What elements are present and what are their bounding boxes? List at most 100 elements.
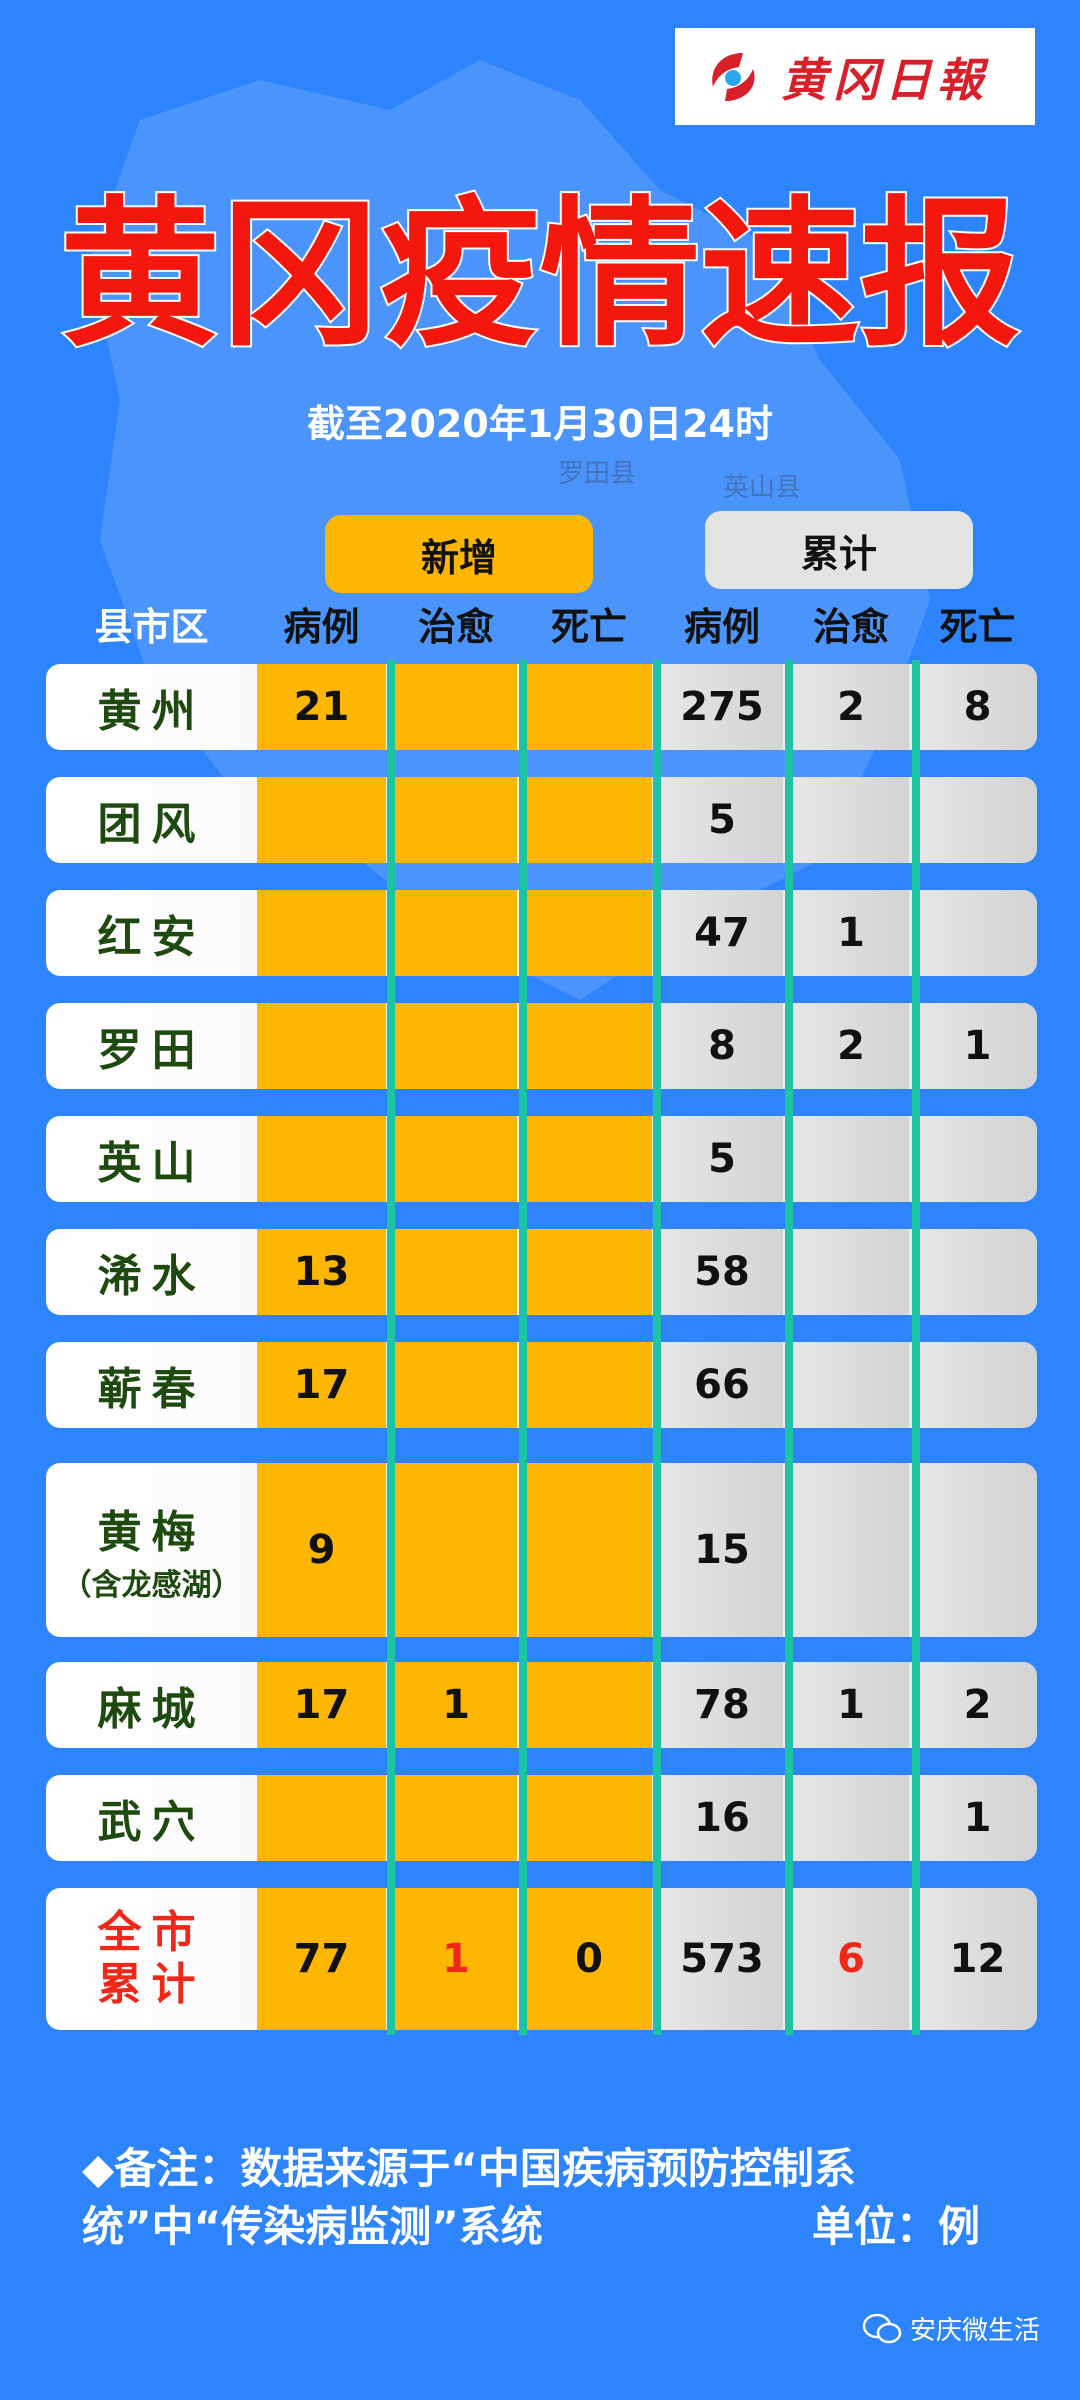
- district-name: 蕲春: [46, 1342, 257, 1428]
- logo-text: 黄冈日報: [781, 52, 989, 107]
- cell-new-cases: 9: [257, 1463, 386, 1637]
- cell-deaths: [918, 1342, 1037, 1428]
- column-header: 死亡: [939, 605, 1016, 649]
- cell-cured: 1: [793, 1662, 909, 1748]
- cell-cured: [793, 1342, 909, 1428]
- district-name: 黄州: [46, 664, 257, 750]
- cell-new-cured: [395, 890, 517, 976]
- table-row: 罗田 8 2 1: [46, 1003, 1037, 1089]
- column-divider: [519, 660, 527, 2035]
- cell-cases: 573: [661, 1888, 783, 2030]
- district-name: 麻城: [46, 1662, 257, 1748]
- cell-new-cases: 21: [257, 664, 386, 750]
- unit-label: 单位：例: [811, 2202, 980, 2251]
- district-name-main: 黄州: [97, 686, 206, 737]
- district-name: 全市 累计: [46, 1888, 257, 2030]
- logo-swirl-icon: [712, 52, 755, 101]
- wechat-icon: [862, 2313, 902, 2343]
- cell-new-deaths: [526, 890, 652, 976]
- cell-new-cases: [257, 1775, 386, 1861]
- map-label-luotian: 罗田县: [558, 459, 637, 489]
- cell-deaths: 2: [918, 1662, 1037, 1748]
- cell-cured: 2: [793, 664, 909, 750]
- district-name: 罗田: [46, 1003, 257, 1089]
- column-header: 病例: [683, 605, 760, 649]
- cell-new-cured: [395, 1229, 517, 1315]
- cell-new-cured: 1: [395, 1888, 517, 2030]
- map-label-yingshan: 英山县: [723, 473, 802, 503]
- total-row: 全市 累计 77 1 0 573 6 12: [46, 1888, 1037, 2030]
- cell-new-cases: [257, 1003, 386, 1089]
- footnote: ◆备注：数据来源于“中国疾病预防控制系统”中“传染病监测”系统 单位：例: [82, 2140, 1012, 2256]
- cell-cases: 275: [661, 664, 783, 750]
- district-name-main: 罗田: [97, 1025, 206, 1076]
- column-divider: [912, 660, 920, 2035]
- cell-cases: 58: [661, 1229, 783, 1315]
- district-name-main: 全市: [97, 1907, 206, 1958]
- district-name: 团风: [46, 777, 257, 863]
- column-divider: [387, 660, 395, 2035]
- district-name-main: 英山: [97, 1138, 206, 1189]
- district-name-main: 红安: [97, 912, 206, 963]
- cell-new-deaths: [526, 1003, 652, 1089]
- column-divider: [653, 660, 661, 2035]
- cell-cases: 8: [661, 1003, 783, 1089]
- district-name-sub: （含龙感湖）: [61, 1568, 242, 1603]
- column-divider: [785, 660, 793, 2035]
- district-name: 武穴: [46, 1775, 257, 1861]
- district-name-sub: 累计: [97, 1959, 206, 2010]
- table-row: 浠水 13 58: [46, 1229, 1037, 1315]
- cell-new-deaths: [526, 1229, 652, 1315]
- cell-new-cured: [395, 777, 517, 863]
- cell-new-cases: [257, 777, 386, 863]
- cell-cured: 6: [793, 1888, 909, 2030]
- cell-new-cases: 17: [257, 1342, 386, 1428]
- cell-new-deaths: [526, 777, 652, 863]
- district-name-main: 浠水: [97, 1251, 206, 1302]
- cell-deaths: 1: [918, 1775, 1037, 1861]
- cell-new-cured: [395, 1463, 517, 1637]
- watermark-text: 安庆微生活: [909, 2316, 1040, 2346]
- page-title: 黄冈疫情速报: [58, 181, 1022, 368]
- table-row: 英山 5: [46, 1116, 1037, 1202]
- cell-new-cured: 1: [395, 1662, 517, 1748]
- footnote-text: ◆备注：数据来源于“中国疾病预防控制系统”中“传染病监测”系统: [82, 2144, 856, 2251]
- cell-cases: 5: [661, 1116, 783, 1202]
- cell-cases: 66: [661, 1342, 783, 1428]
- column-header: 死亡: [550, 605, 627, 649]
- cell-cases: 5: [661, 777, 783, 863]
- district-name-main: 蕲春: [97, 1364, 206, 1415]
- cell-new-deaths: [526, 1342, 652, 1428]
- table-row: 蕲春 17 66: [46, 1342, 1037, 1428]
- district-name-main: 麻城: [97, 1684, 206, 1735]
- cell-deaths: 12: [918, 1888, 1037, 2030]
- cell-new-deaths: [526, 1662, 652, 1748]
- column-header: 病例: [283, 605, 360, 649]
- cell-deaths: [918, 1463, 1037, 1637]
- cell-new-cured: [395, 1003, 517, 1089]
- cell-deaths: 8: [918, 664, 1037, 750]
- cell-cured: [793, 1229, 909, 1315]
- cell-cases: 47: [661, 890, 783, 976]
- cell-deaths: [918, 1229, 1037, 1315]
- district-name: 红安: [46, 890, 257, 976]
- cell-new-cured: [395, 1342, 517, 1428]
- cell-cases: 78: [661, 1662, 783, 1748]
- cell-new-deaths: [526, 1116, 652, 1202]
- cell-deaths: 1: [918, 1003, 1037, 1089]
- cell-new-cases: 17: [257, 1662, 386, 1748]
- cell-new-cured: [395, 664, 517, 750]
- date-caption: 截至2020年1月30日24时: [307, 402, 773, 446]
- newspaper-logo: 黄冈日報: [675, 28, 1035, 125]
- cell-new-cured: [395, 1775, 517, 1861]
- cell-cases: 16: [661, 1775, 783, 1861]
- table-row: 红安 47 1: [46, 890, 1037, 976]
- cell-new-deaths: 0: [526, 1888, 652, 2030]
- district-name: 黄梅 （含龙感湖）: [46, 1463, 257, 1637]
- table-row: 黄州 21 275 2 8: [46, 664, 1037, 750]
- district-name-main: 武穴: [97, 1797, 206, 1848]
- cell-new-cured: [395, 1116, 517, 1202]
- cell-new-cases: [257, 1116, 386, 1202]
- cell-new-deaths: [526, 664, 652, 750]
- watermark: 安庆微生活: [862, 2310, 1040, 2347]
